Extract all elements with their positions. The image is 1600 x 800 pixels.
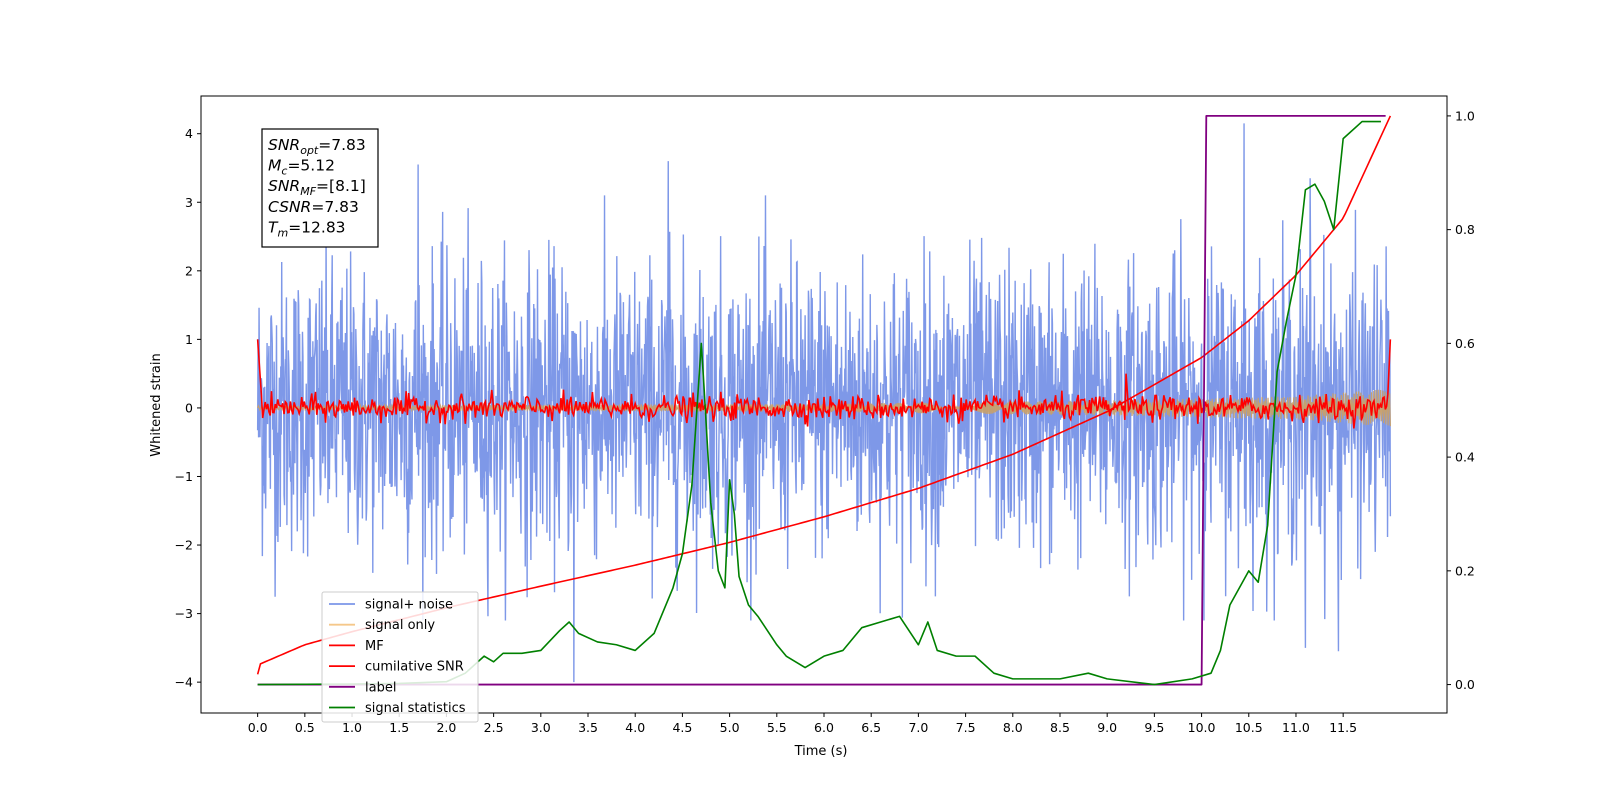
x-tick-label: 7.5: [956, 720, 976, 735]
x-tick-label: 4.0: [625, 720, 645, 735]
y-tick-label: 1: [185, 332, 193, 347]
x-tick-label: 11.5: [1329, 720, 1357, 735]
legend: signal+ noise signal only MF cumilative SNR…: [321, 591, 479, 723]
x-tick-label: 2.5: [484, 720, 504, 735]
legend-entry: MF: [365, 639, 384, 654]
x-tick-label: 6.5: [861, 720, 881, 735]
legend-entry: label: [365, 680, 396, 695]
legend-entry: signal statistics: [365, 701, 466, 716]
x-tick-label: 1.0: [342, 720, 362, 735]
x-axis-title: Time (s): [794, 744, 848, 759]
y-right-tick-label: 0.2: [1455, 563, 1475, 578]
legend-frame: [321, 591, 479, 723]
x-tick-label: 5.5: [767, 720, 787, 735]
stat-line: Tm=12.83: [268, 218, 346, 239]
x-tick-label: 7.0: [908, 720, 928, 735]
y-axis-title: Whitened strain: [149, 353, 164, 456]
x-tick-label: 0.5: [295, 720, 315, 735]
y-tick-label: −1: [175, 469, 193, 484]
y-tick-label: −4: [175, 675, 193, 690]
x-tick-label: 3.0: [531, 720, 551, 735]
y-tick-label: 0: [185, 400, 193, 415]
x-tick-label: 1.5: [389, 720, 409, 735]
x-tick-label: 0.0: [248, 720, 268, 735]
x-tick-label: 3.5: [578, 720, 598, 735]
x-tick-label: 8.5: [1050, 720, 1070, 735]
series-signal-statistics: [257, 120, 1381, 686]
x-tick-label: 10.0: [1188, 720, 1216, 735]
y-axis-left: −4 −3 −2 −1 0 1 2 3 4: [175, 126, 201, 690]
stat-line: Mc=5.12: [268, 157, 335, 178]
y-tick-label: 3: [185, 195, 193, 210]
x-tick-label: 4.5: [672, 720, 692, 735]
stat-line: CSNR=7.83: [268, 198, 359, 216]
y-right-tick-label: 0.6: [1455, 336, 1475, 351]
stats-box-frame: [261, 128, 379, 248]
x-tick-label: 10.5: [1235, 720, 1263, 735]
legend-entry: signal+ noise: [365, 598, 453, 613]
y-tick-label: −3: [175, 606, 193, 621]
legend-entry: signal only: [365, 618, 435, 633]
legend-entry: cumilative SNR: [365, 660, 464, 675]
series-label: [257, 115, 1386, 686]
y-right-tick-label: 0.8: [1455, 222, 1475, 237]
x-tick-label: 8.0: [1003, 720, 1023, 735]
y-tick-label: −2: [175, 538, 193, 553]
series-mf: [256, 339, 1392, 429]
x-axis: 0.0 0.5 1.0 1.5 2.0 2.5 3.0 3.5 4.0 4.5 5.0 5.5 6.0 6…: [248, 713, 1357, 735]
y-tick-label: 4: [185, 126, 193, 141]
x-tick-label: 5.0: [720, 720, 740, 735]
stat-line: SNRopt=7.83: [268, 136, 366, 157]
x-tick-label: 6.0: [814, 720, 834, 735]
x-tick-label: 11.0: [1282, 720, 1310, 735]
y-axis-right: 0.0 0.2 0.4 0.6 0.8 1.0: [1447, 108, 1475, 692]
y-tick-label: 2: [185, 263, 193, 278]
y-right-tick-label: 1.0: [1455, 108, 1475, 123]
stat-line: SNRMF=[8.1]: [268, 177, 366, 198]
y-right-tick-label: 0.0: [1455, 677, 1475, 692]
x-tick-label: 9.5: [1144, 720, 1164, 735]
x-tick-label: 9.0: [1097, 720, 1117, 735]
y-right-tick-label: 0.4: [1455, 450, 1475, 465]
x-tick-label: 2.0: [436, 720, 456, 735]
